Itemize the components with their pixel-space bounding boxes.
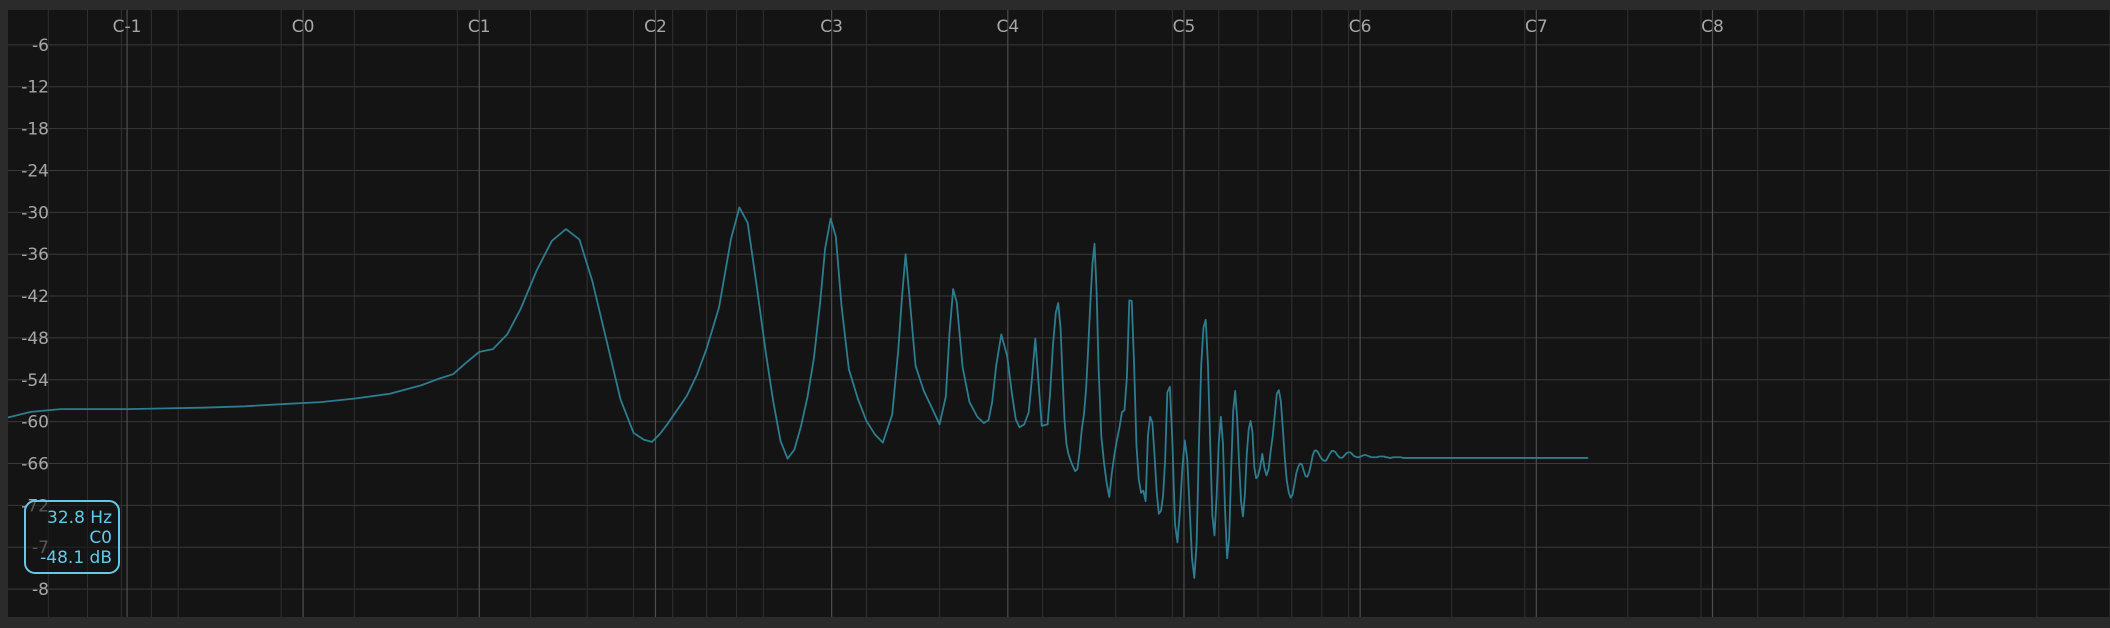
- spectrum-display[interactable]: C-1 C0 C1 C2 C3 C4 C5 C6 C7 C8 -6 -12 -18 -24 -30 -36 -4…: [8, 10, 2110, 617]
- x-tick-label-c4: C4: [996, 17, 1019, 37]
- y-tick-label-10: -66: [21, 455, 49, 475]
- readout-frequency: 32.8 Hz: [47, 508, 112, 528]
- x-tick-label-c0: C0: [292, 17, 315, 37]
- y-tick-label-5: -36: [21, 245, 49, 265]
- y-tick-label-1: -12: [21, 78, 49, 98]
- readout-note: C0: [89, 528, 112, 548]
- x-tick-label-c3: C3: [820, 17, 843, 37]
- grid-layer: [8, 10, 2110, 617]
- y-tick-label-7: -48: [21, 329, 49, 349]
- spectrum-chart[interactable]: C-1 C0 C1 C2 C3 C4 C5 C6 C7 C8 -6 -12 -18 -24 -30 -36 -4…: [8, 10, 2110, 617]
- x-tick-label-c8: C8: [1701, 17, 1724, 37]
- y-tick-label-2: -18: [21, 120, 49, 140]
- y-tick-label-13: -8: [32, 580, 49, 600]
- y-tick-label-9: -60: [21, 413, 49, 433]
- x-tick-label-c2: C2: [644, 17, 667, 37]
- x-tick-label-c7: C7: [1525, 17, 1548, 37]
- x-tick-label-c1: C1: [468, 17, 491, 37]
- curve-layer: [8, 206, 1589, 579]
- cursor-readout: 32.8 Hz C0 -48.1 dB: [24, 500, 120, 574]
- x-tick-label-c-1: C-1: [113, 17, 142, 37]
- x-tick-label-c5: C5: [1173, 17, 1196, 37]
- y-tick-label-4: -30: [21, 203, 49, 223]
- y-tick-label-8: -54: [21, 371, 49, 391]
- y-tick-label-0: -6: [32, 36, 49, 56]
- spectrum-curve: [8, 206, 1589, 579]
- y-tick-label-3: -24: [21, 161, 49, 181]
- x-tick-label-c6: C6: [1349, 17, 1372, 37]
- y-tick-label-6: -42: [21, 287, 49, 307]
- tick-layer: C-1 C0 C1 C2 C3 C4 C5 C6 C7 C8 -6 -12 -18 -24 -30 -36 -4…: [21, 17, 1724, 600]
- readout-level: -48.1 dB: [40, 548, 112, 568]
